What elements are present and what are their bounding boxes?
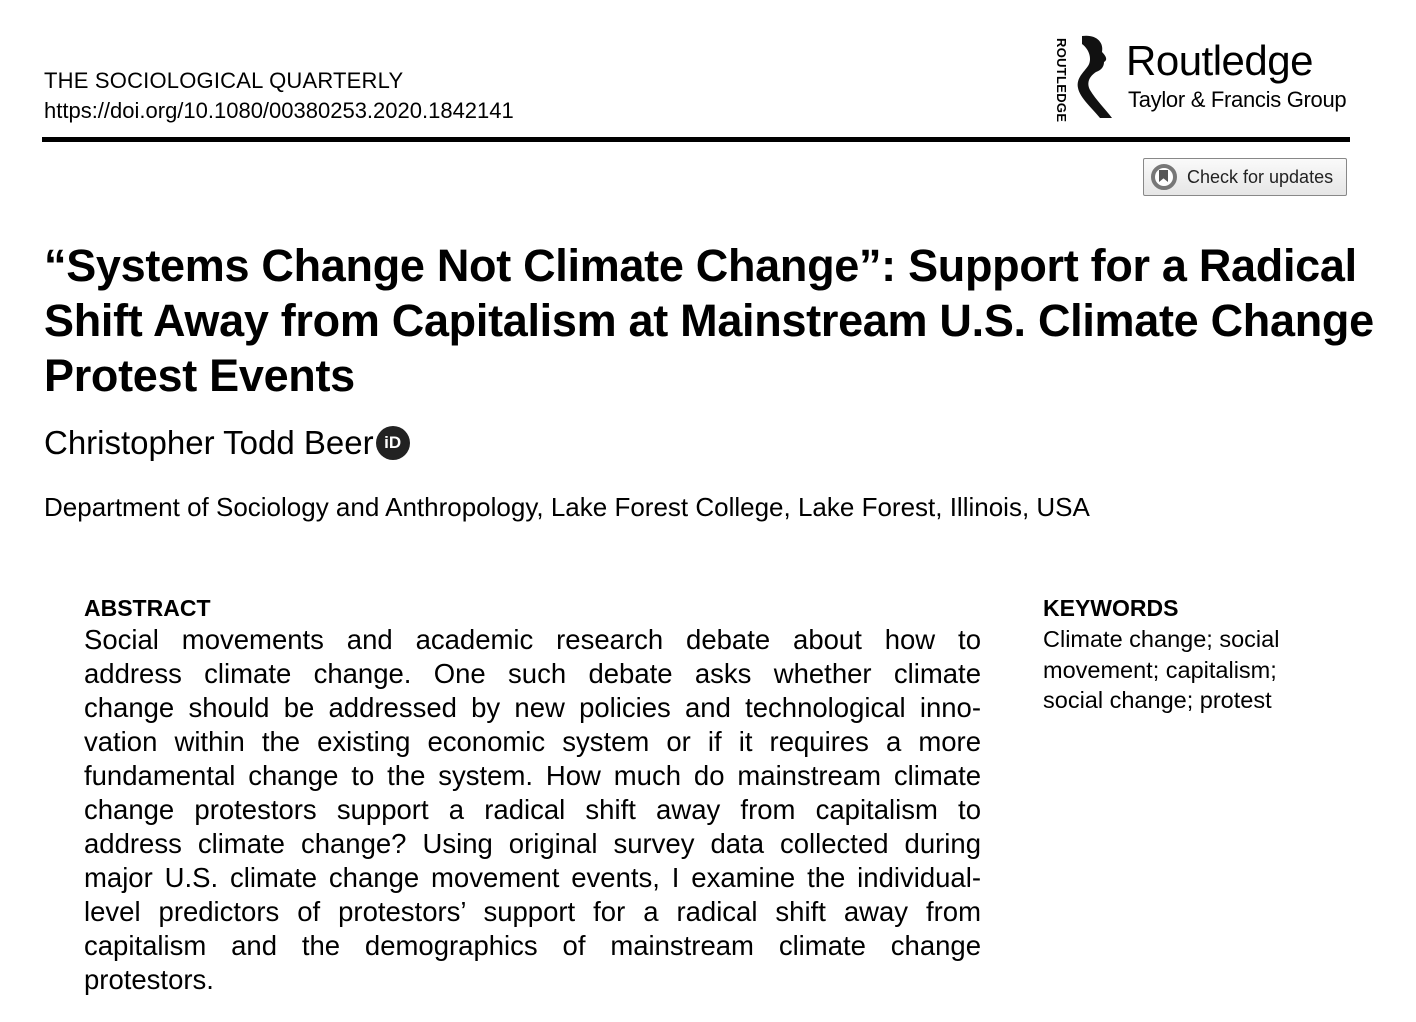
author-name[interactable]: Christopher Todd Beer bbox=[44, 424, 374, 461]
article-title: “Systems Change Not Climate Change”: Sup… bbox=[44, 238, 1374, 403]
doi-link[interactable]: https://doi.org/10.1080/00380253.2020.18… bbox=[44, 98, 514, 123]
abstract-body: Social movements and academic research d… bbox=[84, 623, 981, 997]
keywords-line: social change; protest bbox=[1043, 687, 1272, 713]
logo-vertical-text: ROUTLEDGE bbox=[1054, 38, 1069, 123]
keywords-line: movement; capitalism; bbox=[1043, 656, 1277, 683]
logo-name: Routledge bbox=[1126, 37, 1313, 84]
abstract-line: change protestors support a radical shif… bbox=[84, 794, 981, 825]
logo-group: Taylor & Francis Group bbox=[1128, 87, 1347, 112]
keywords-heading: KEYWORDS bbox=[1043, 595, 1179, 621]
title-line: Shift Away from Capitalism at Mainstream… bbox=[44, 295, 1374, 346]
routledge-head-icon bbox=[1077, 35, 1112, 118]
affiliation: Department of Sociology and Anthropology… bbox=[44, 492, 1090, 522]
title-line: “Systems Change Not Climate Change”: Sup… bbox=[44, 240, 1357, 291]
title-line: Protest Events bbox=[44, 350, 355, 401]
keywords-list: Climate change; social movement; capital… bbox=[1043, 624, 1279, 716]
header-rule bbox=[42, 137, 1350, 142]
check-for-updates-button[interactable]: Check for updates bbox=[1143, 158, 1347, 196]
abstract-line: vation within the existing economic syst… bbox=[84, 726, 981, 757]
check-for-updates-label: Check for updates bbox=[1187, 166, 1334, 187]
routledge-logo: ROUTLEDGE Routledge Taylor & Francis Gro… bbox=[1052, 34, 1352, 123]
abstract-line: fundamental change to the system. How mu… bbox=[84, 760, 981, 791]
abstract-line: address climate change. One such debate … bbox=[84, 658, 981, 689]
abstract-line: change should be addressed by new polici… bbox=[84, 692, 981, 723]
author-block: Christopher Todd Beer iD bbox=[44, 422, 410, 464]
abstract-line: address climate change? Using original s… bbox=[84, 828, 981, 859]
abstract-line: major U.S. climate change movement event… bbox=[84, 862, 981, 893]
orcid-icon[interactable]: iD bbox=[375, 426, 410, 460]
keywords-line: Climate change; social bbox=[1043, 626, 1280, 652]
journal-name: THE SOCIOLOGICAL QUARTERLY bbox=[44, 68, 404, 93]
abstract-line: Social movements and academic research d… bbox=[84, 624, 981, 655]
abstract-line: level predictors of protestors’ support … bbox=[84, 896, 981, 927]
abstract-heading: ABSTRACT bbox=[84, 595, 211, 621]
abstract-line: capitalism and the demographics of mains… bbox=[84, 930, 981, 961]
bookmark-circle-icon bbox=[1151, 164, 1177, 190]
abstract-line: protestors. bbox=[84, 964, 214, 995]
